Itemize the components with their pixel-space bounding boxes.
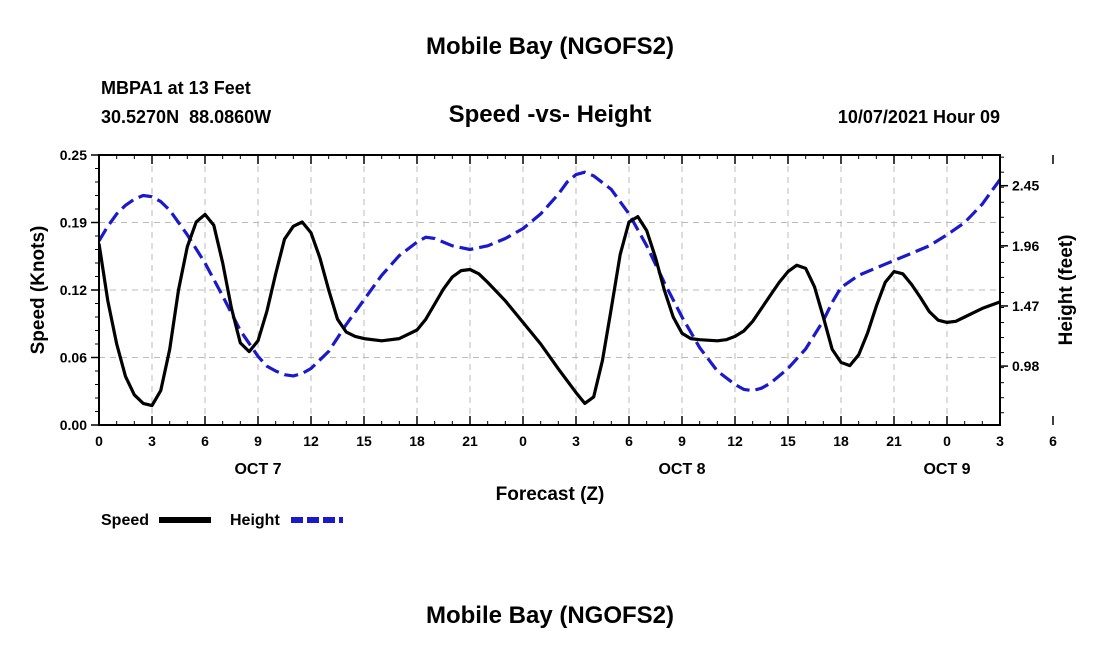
y2-axis-label: Height (feet) bbox=[1056, 235, 1077, 346]
x-tick-label: 18 bbox=[409, 433, 425, 449]
y-axis-label: Speed (Knots) bbox=[28, 226, 49, 355]
axes: 0 3 6 9 12 15 18 21 0 3 6 9 12 15 18 21 0 3 6 OCT 7 OCT 8 OCT… bbox=[60, 147, 1057, 478]
x-tick-label: 0 bbox=[95, 433, 103, 449]
forecast-date: 10/07/2021 Hour 09 bbox=[837, 107, 1000, 127]
y-tick-label: 0.00 bbox=[60, 417, 87, 433]
x-tick-label: 12 bbox=[303, 433, 319, 449]
y2-tick-label: 1.96 bbox=[1012, 238, 1039, 254]
speed-height-chart: 0 3 6 9 12 15 18 21 0 3 6 9 12 15 18 21 0 3 6 OCT 7 OCT 8 OCT… bbox=[28, 147, 1077, 529]
chart-subtitle: Speed -vs- Height bbox=[448, 101, 652, 128]
y-tick-label: 0.19 bbox=[60, 215, 87, 231]
x-tick-label: 6 bbox=[1049, 433, 1057, 449]
x-tick-label: 3 bbox=[996, 433, 1004, 449]
day-label: OCT 7 bbox=[234, 461, 281, 478]
grid-lines bbox=[99, 155, 1001, 425]
y2-tick-label: 2.45 bbox=[1012, 178, 1039, 194]
speed-series-line bbox=[99, 212, 1000, 408]
x-tick-label: 15 bbox=[780, 433, 796, 449]
x-tick-label: 12 bbox=[727, 433, 743, 449]
legend-speed-label: Speed bbox=[101, 512, 149, 529]
x-tick-label: 9 bbox=[678, 433, 686, 449]
x-tick-label: 9 bbox=[254, 433, 262, 449]
x-tick-label: 21 bbox=[462, 433, 478, 449]
chart-main-title: Mobile Bay (NGOFS2) bbox=[425, 33, 675, 60]
day-label: OCT 8 bbox=[658, 461, 705, 478]
x-tick-label: 15 bbox=[356, 433, 372, 449]
y2-tick-label: 1.47 bbox=[1012, 298, 1039, 314]
legend: Speed Height bbox=[101, 512, 343, 529]
x-axis-label: Forecast (Z) bbox=[496, 484, 605, 505]
y-tick-label: 0.25 bbox=[60, 147, 87, 163]
series-lines bbox=[99, 170, 1000, 408]
x-tick-label: 6 bbox=[625, 433, 633, 449]
chart-footer-title: Mobile Bay (NGOFS2) bbox=[425, 602, 675, 629]
height-series-line bbox=[99, 170, 1000, 393]
station-coordinates: 30.5270N 88.0860W bbox=[101, 107, 272, 127]
x-tick-label: 0 bbox=[943, 433, 951, 449]
station-name: MBPA1 at 13 Feet bbox=[101, 78, 251, 98]
x-tick-label: 3 bbox=[148, 433, 156, 449]
x-tick-label: 18 bbox=[833, 433, 849, 449]
y-tick-label: 0.06 bbox=[60, 350, 87, 366]
y2-tick-label: 0.98 bbox=[1012, 358, 1039, 374]
legend-height-label: Height bbox=[230, 512, 280, 529]
x-tick-label: 3 bbox=[572, 433, 580, 449]
x-tick-label: 6 bbox=[201, 433, 209, 449]
x-tick-label: 0 bbox=[519, 433, 527, 449]
day-label: OCT 9 bbox=[923, 461, 970, 478]
y-tick-label: 0.12 bbox=[60, 282, 87, 298]
x-tick-label: 21 bbox=[886, 433, 902, 449]
